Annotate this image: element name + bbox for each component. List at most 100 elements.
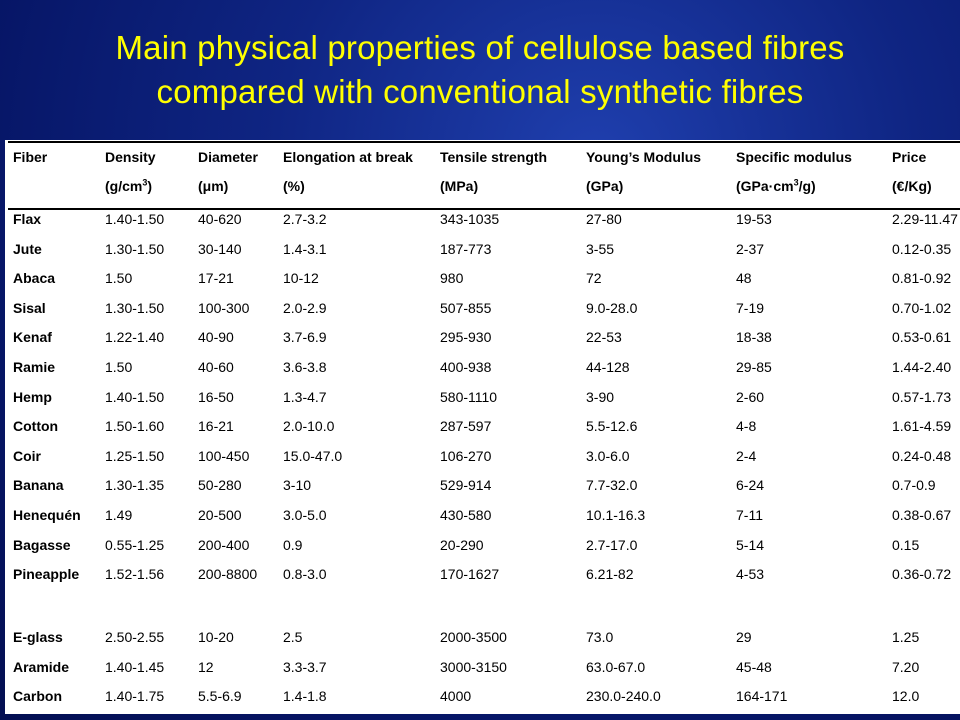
table-row: Coir 1.25-1.50 100-450 15.0-47.0 106-270 3.0-… <box>5 445 960 467</box>
table-header-rule <box>8 208 960 210</box>
table-row: Aramide 1.40-1.45 12 3.3-3.7 3000-3150 63.0-6… <box>5 656 960 678</box>
table-cell: 230.0-240.0 <box>586 688 661 704</box>
table-header-row: Fiber Density Diameter Elongation at bre… <box>5 146 960 168</box>
table-cell: 3.7-6.9 <box>283 329 327 345</box>
table-cell: 0.7-0.9 <box>892 477 936 493</box>
header-diameter: Diameter <box>198 149 258 165</box>
header-youngs-modulus: Young’s Modulus <box>586 149 702 165</box>
table-cell: 164-171 <box>736 688 788 704</box>
table-cell: 1.4-3.1 <box>283 241 327 257</box>
fiber-name-cell: Coir <box>13 448 41 464</box>
table-cell: 29 <box>736 629 752 645</box>
unit-cell: (%) <box>283 178 305 194</box>
table-cell: 4-8 <box>736 418 757 434</box>
table-cell: 5-14 <box>736 537 765 553</box>
table-cell: 29-85 <box>736 359 772 375</box>
table-cell: 2.5 <box>283 629 303 645</box>
table-cell: 2-60 <box>736 389 765 405</box>
fiber-name-cell: Pineapple <box>13 566 80 582</box>
table-cell: 200-400 <box>198 537 250 553</box>
fiber-name-cell: Carbon <box>13 688 62 704</box>
table-cell: 16-50 <box>198 389 234 405</box>
unit-cell: (€/Kg) <box>892 178 932 194</box>
table-row: Sisal 1.30-1.50 100-300 2.0-2.9 507-855 9.0-2… <box>5 297 960 319</box>
table-cell: 1.50-1.60 <box>105 418 165 434</box>
table-cell: 1.49 <box>105 507 133 523</box>
table-row: Carbon 1.40-1.75 5.5-6.9 1.4-1.8 4000 230.0-2… <box>5 685 960 707</box>
fiber-name-cell: Bagasse <box>13 537 71 553</box>
header-tensile-strength: Tensile strength <box>440 149 548 165</box>
table-cell: 1.30-1.50 <box>105 300 165 316</box>
header-specific-modulus: Specific modulus <box>736 149 852 165</box>
table-row: Hemp 1.40-1.50 16-50 1.3-4.7 580-1110 3-90 2-6… <box>5 386 960 408</box>
table-cell: 16-21 <box>198 418 234 434</box>
table-cell: 19-53 <box>736 211 772 227</box>
table-cell: 0.55-1.25 <box>105 537 165 553</box>
table-cell: 1.4-1.8 <box>283 688 327 704</box>
table-cell: 2.50-2.55 <box>105 629 165 645</box>
table-cell: 15.0-47.0 <box>283 448 343 464</box>
table-cell: 0.36-0.72 <box>892 566 952 582</box>
table-cell: 1.22-1.40 <box>105 329 165 345</box>
table-row: Kenaf 1.22-1.40 40-90 3.7-6.9 295-930 22-53 18… <box>5 326 960 348</box>
table-cell: 4000 <box>440 688 472 704</box>
table-cell: 3000-3150 <box>440 659 507 675</box>
table-cell: 0.57-1.73 <box>892 389 952 405</box>
table-cell: 0.81-0.92 <box>892 270 952 286</box>
fiber-name-cell: Flax <box>13 211 42 227</box>
table-cell: 106-270 <box>440 448 492 464</box>
table-row: Abaca 1.50 17-21 10-12 980 72 48 0.81-0.92 <box>5 267 960 289</box>
slide-title: Main physical properties of cellulose ba… <box>0 26 960 114</box>
table-cell: 100-300 <box>198 300 250 316</box>
table-cell: 73.0 <box>586 629 614 645</box>
table-cell: 1.44-2.40 <box>892 359 952 375</box>
table-cell: 6-24 <box>736 477 765 493</box>
table-cell: 3-55 <box>586 241 615 257</box>
table-cell: 1.30-1.35 <box>105 477 165 493</box>
table-cell: 0.8-3.0 <box>283 566 327 582</box>
fiber-name-cell: Hemp <box>13 389 52 405</box>
header-price: Price <box>892 149 927 165</box>
fiber-name-cell: Abaca <box>13 270 56 286</box>
table-cell: 10-20 <box>198 629 234 645</box>
table-cell: 100-450 <box>198 448 250 464</box>
table-cell: 1.52-1.56 <box>105 566 165 582</box>
table-cell: 7.7-32.0 <box>586 477 638 493</box>
table-cell: 40-620 <box>198 211 242 227</box>
table-cell: 1.50 <box>105 359 133 375</box>
unit-cell: (GPa) <box>586 178 624 194</box>
table-row: Jute 1.30-1.50 30-140 1.4-3.1 187-773 3-55 2-3… <box>5 238 960 260</box>
table-cell: 200-8800 <box>198 566 258 582</box>
unit-cell: (g/cm3) <box>105 177 153 194</box>
fiber-properties-table: Fiber Density Diameter Elongation at bre… <box>5 140 960 714</box>
table-cell: 72 <box>586 270 602 286</box>
table-top-rule <box>8 141 960 143</box>
fiber-name-cell: Aramide <box>13 659 70 675</box>
table-units-row: (g/cm3) (μm) (%) (MPa) (GPa) (GPa·cm3/g) (€/Kg… <box>5 175 960 197</box>
header-elongation: Elongation at break <box>283 149 413 165</box>
table-cell: 10-12 <box>283 270 319 286</box>
table-cell: 2.7-17.0 <box>586 537 638 553</box>
table-cell: 400-938 <box>440 359 492 375</box>
table-cell: 3.3-3.7 <box>283 659 327 675</box>
header-density: Density <box>105 149 156 165</box>
table-row: Cotton 1.50-1.60 16-21 2.0-10.0 287-597 5.5-1… <box>5 415 960 437</box>
table-cell: 0.15 <box>892 537 920 553</box>
table-cell: 20-500 <box>198 507 242 523</box>
table-cell: 48 <box>736 270 752 286</box>
table-cell: 529-914 <box>440 477 492 493</box>
table-cell: 0.24-0.48 <box>892 448 952 464</box>
table-cell: 3.6-3.8 <box>283 359 327 375</box>
table-cell: 63.0-67.0 <box>586 659 646 675</box>
table-row: E-glass 2.50-2.55 10-20 2.5 2000-3500 73.0 29 1… <box>5 626 960 648</box>
fiber-name-cell: Kenaf <box>13 329 52 345</box>
table-cell: 7-19 <box>736 300 765 316</box>
table-cell: 7-11 <box>736 507 763 523</box>
table-cell: 2-4 <box>736 448 757 464</box>
title-line-2: compared with conventional synthetic fib… <box>156 73 804 110</box>
table-cell: 1.61-4.59 <box>892 418 952 434</box>
unit-cell: (μm) <box>198 178 229 194</box>
table-cell: 20-290 <box>440 537 484 553</box>
table-cell: 22-53 <box>586 329 622 345</box>
table-cell: 44-128 <box>586 359 630 375</box>
